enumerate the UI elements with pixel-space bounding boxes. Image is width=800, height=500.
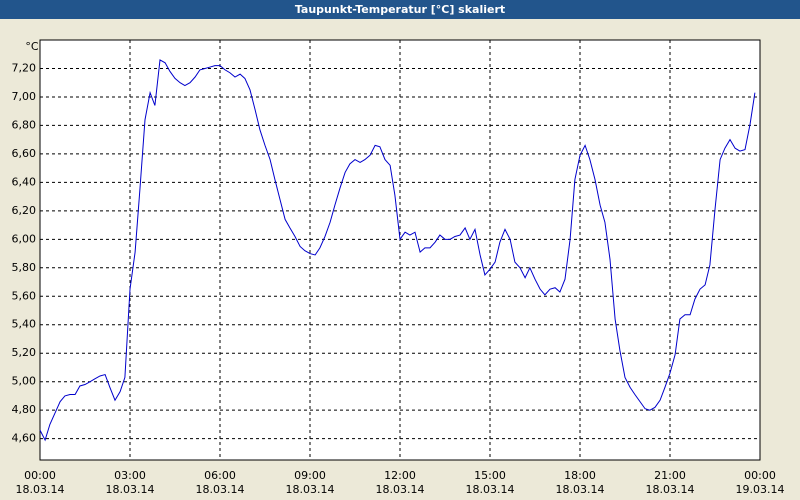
- y-tick-label: 4,60: [12, 432, 37, 445]
- marks: [39, 59, 756, 442]
- y-tick-label: 6,40: [12, 175, 37, 188]
- title-bar: [0, 0, 800, 19]
- y-tick-label: 6,80: [12, 118, 37, 131]
- y-tick-label: 7,00: [12, 90, 37, 103]
- y-tick-label: 5,20: [12, 346, 37, 359]
- y-tick-label: 5,60: [12, 289, 37, 302]
- x-tick-label: 00:00 18.03.14: [16, 469, 65, 496]
- y-tick-label: 7,20: [12, 61, 37, 74]
- y-tick-label: 5,00: [12, 375, 37, 388]
- y-tick-label: 5,40: [12, 318, 37, 331]
- x-tick-label: 18:00 18.03.14: [556, 469, 605, 496]
- x-tick-label: 12:00 18.03.14: [376, 469, 425, 496]
- y-tick-label: 4,80: [12, 403, 37, 416]
- y-tick-label: 6,00: [12, 232, 37, 245]
- y-axis-label: °C: [25, 40, 39, 53]
- x-tick-label: 15:00 18.03.14: [466, 469, 515, 496]
- data-line: [39, 59, 756, 442]
- chart-title: Taupunkt-Temperatur [°C] skaliert: [295, 3, 505, 16]
- x-tick-label: 21:00 18.03.14: [646, 469, 695, 496]
- x-tick-label: 00:00 19.03.14: [736, 469, 785, 496]
- y-tick-label: 6,60: [12, 147, 37, 160]
- x-tick-label: 06:00 18.03.14: [196, 469, 245, 496]
- x-tick-label: 09:00 18.03.14: [286, 469, 335, 496]
- grid: [39, 40, 761, 460]
- x-tick-label: 03:00 18.03.14: [106, 469, 155, 496]
- y-tick-label: 5,80: [12, 261, 37, 274]
- y-tick-label: 6,20: [12, 204, 37, 217]
